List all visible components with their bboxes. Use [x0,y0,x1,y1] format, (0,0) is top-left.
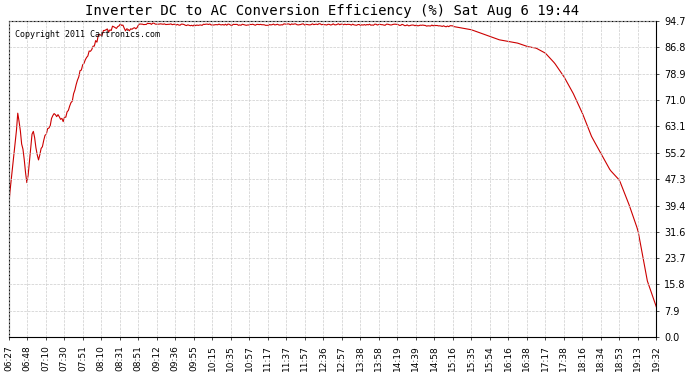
Title: Inverter DC to AC Conversion Efficiency (%) Sat Aug 6 19:44: Inverter DC to AC Conversion Efficiency … [86,4,580,18]
Text: Copyright 2011 Cartronics.com: Copyright 2011 Cartronics.com [15,30,160,39]
